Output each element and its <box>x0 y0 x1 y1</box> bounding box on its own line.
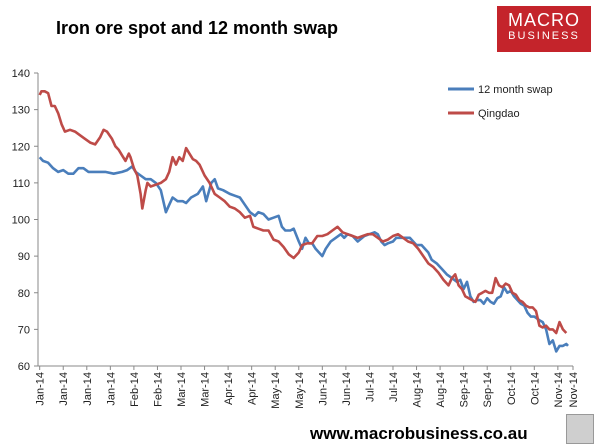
x-tick-label: Jan-14 <box>58 372 70 406</box>
x-tick-label: Sep-14 <box>482 372 494 407</box>
x-tick-label: Aug-14 <box>435 372 447 407</box>
y-tick-label: 80 <box>18 288 30 300</box>
x-tick-label: Nov-14 <box>553 372 565 407</box>
legend-qingdao-label: Qingdao <box>478 108 520 120</box>
wolf-logo-icon <box>566 414 594 444</box>
x-tick-label: Feb-14 <box>129 372 141 407</box>
logo-line2: BUSINESS <box>508 30 580 42</box>
x-tick-label: Apr-14 <box>247 372 259 405</box>
legend: 12 month swap Qingdao <box>448 84 553 120</box>
logo-line1: MACRO <box>508 10 580 30</box>
legend-swap-label: 12 month swap <box>478 84 553 96</box>
x-tick-label: Sep-14 <box>459 372 471 407</box>
y-tick-label: 130 <box>12 105 30 117</box>
x-tick-label: Mar-14 <box>176 372 188 407</box>
axes: 60 70 80 90 100 110 120 130 140 Jan-14 Jan-14 Jan-1… <box>12 68 580 409</box>
x-tick-label: Jul-14 <box>388 372 400 402</box>
x-tick-label: Oct-14 <box>529 372 541 405</box>
x-tick-label: Feb-14 <box>152 372 164 407</box>
y-tick-label: 120 <box>12 141 30 153</box>
x-tick-label: Aug-14 <box>412 372 424 407</box>
x-tick-label: Jun-14 <box>341 372 353 406</box>
x-tick-label: Jul-14 <box>364 372 376 402</box>
x-tick-label: Jan-14 <box>35 372 47 406</box>
x-tick-label: Oct-14 <box>506 372 518 405</box>
x-tick-label: May-14 <box>270 372 282 409</box>
x-tick-label: Apr-14 <box>223 372 235 405</box>
x-tick-label: May-14 <box>294 372 306 409</box>
y-tick-label: 140 <box>12 68 30 80</box>
macrobusiness-logo: MACRO BUSINESS <box>497 6 591 52</box>
x-tick-label: Jun-14 <box>317 372 329 406</box>
y-tick-label: 90 <box>18 251 30 263</box>
series-lines <box>38 90 569 353</box>
series-line-12-month-swap <box>38 156 569 353</box>
x-tick-label: Jan-14 <box>82 372 94 406</box>
y-tick-label: 100 <box>12 215 30 227</box>
footer-url: www.macrobusiness.co.au <box>310 424 528 443</box>
y-tick-label: 70 <box>18 324 30 336</box>
x-tick-label: Jan-14 <box>105 372 117 406</box>
x-tick-label: Nov-14 <box>568 372 580 407</box>
chart-title: Iron ore spot and 12 month swap <box>56 18 339 38</box>
series-line-qingdao <box>38 90 568 335</box>
x-tick-label: Mar-14 <box>200 372 212 407</box>
y-tick-label: 110 <box>12 178 30 190</box>
y-tick-label: 60 <box>18 361 30 373</box>
